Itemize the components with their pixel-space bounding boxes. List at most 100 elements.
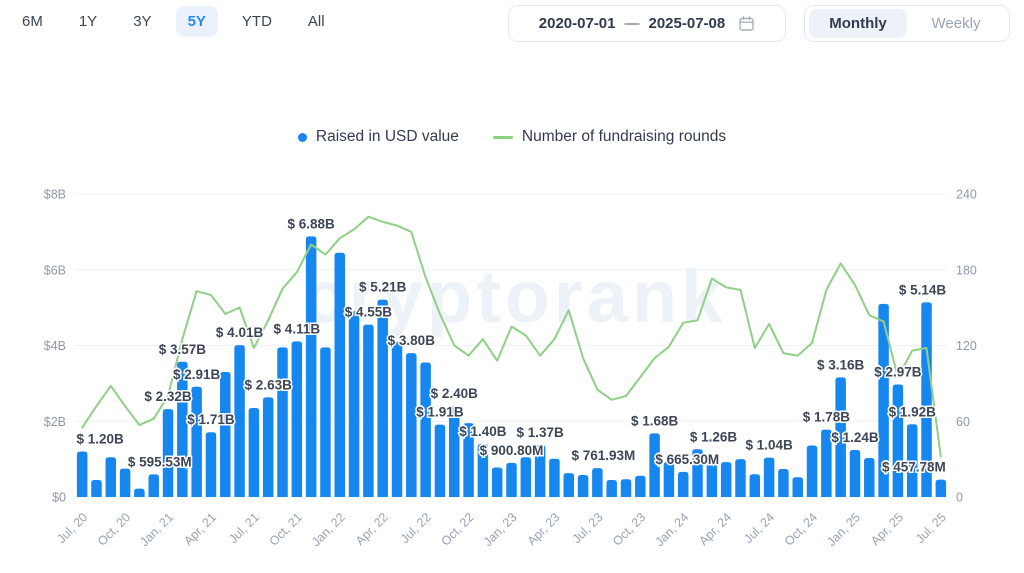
range-button-all[interactable]: All — [307, 13, 325, 30]
range-button-ytd[interactable]: YTD — [241, 13, 272, 30]
bar-2020-12[interactable] — [148, 474, 159, 497]
x-axis-tick: Apr, 22 — [353, 510, 391, 548]
bar-2024-04[interactable] — [720, 462, 732, 497]
x-axis-tick: Jul, 22 — [398, 510, 434, 546]
bar-2024-02[interactable] — [692, 449, 703, 497]
x-axis-tick: Oct, 23 — [610, 510, 648, 548]
legend-dot-icon — [297, 132, 307, 142]
range-button-3y[interactable]: 3Y — [133, 13, 152, 30]
bar-2023-02[interactable] — [520, 457, 532, 497]
bar-2025-01[interactable] — [849, 450, 861, 497]
bar-value-label: $ 1.24B — [831, 430, 879, 445]
bar-value-label: $ 3.16B — [817, 357, 865, 372]
bar-2023-12[interactable] — [663, 462, 675, 497]
bar-2022-11[interactable] — [477, 443, 489, 497]
bar-2020-07[interactable] — [76, 451, 88, 497]
bar-2021-06[interactable] — [234, 345, 245, 497]
bar-2024-10[interactable] — [806, 445, 818, 497]
bar-2024-07[interactable] — [763, 457, 775, 497]
x-axis-tick: Jul, 23 — [570, 510, 606, 546]
granularity-weekly[interactable]: Weekly — [931, 15, 981, 32]
bar-2021-04[interactable] — [205, 432, 217, 497]
bar-2022-07[interactable] — [420, 362, 431, 497]
bar-2024-01[interactable] — [677, 471, 689, 497]
svg-text:Jan, 22: Jan, 22 — [309, 510, 348, 549]
date-range-end: 2025-07-08 — [648, 15, 726, 32]
bar-2025-03[interactable] — [878, 303, 889, 497]
bar-2022-09[interactable] — [449, 406, 460, 497]
svg-text:Oct, 20: Oct, 20 — [95, 510, 133, 548]
bar-2023-04[interactable] — [549, 458, 560, 497]
bar-2021-09[interactable] — [277, 347, 288, 497]
svg-text:Oct, 23: Oct, 23 — [610, 510, 648, 548]
bar-2021-10[interactable] — [291, 341, 303, 497]
svg-text:Jul, 24: Jul, 24 — [741, 510, 777, 546]
bar-2022-08[interactable] — [434, 424, 446, 497]
y-axis-right-tick: 180 — [956, 263, 977, 277]
legend-item-raised[interactable]: Raised in USD value — [297, 128, 459, 146]
bar-2022-02[interactable] — [348, 311, 360, 497]
bar-2022-04[interactable] — [377, 299, 388, 497]
bar-2022-01[interactable] — [334, 252, 346, 497]
range-button-5y[interactable]: 5Y — [175, 6, 218, 37]
bar-2023-10[interactable] — [635, 475, 646, 497]
x-axis-tick: Jan, 24 — [652, 510, 691, 549]
bar-2022-03[interactable] — [363, 324, 374, 497]
fundraising-chart-canvas[interactable]: $0 0 $2B 60 $4B 120 $6B 180 $8B 240 cryptorank $ 1.… — [0, 170, 1024, 573]
bar-2021-07[interactable] — [248, 407, 260, 497]
date-range-picker[interactable]: 2020-07-01 — 2025-07-08 — [508, 5, 786, 42]
bar-2020-09[interactable] — [105, 457, 117, 497]
x-axis-tick: Apr, 23 — [525, 510, 563, 548]
bar-value-label: $ 2.91B — [173, 367, 221, 382]
bar-2023-05[interactable] — [563, 473, 574, 497]
bar-2025-04[interactable] — [892, 384, 904, 497]
svg-text:Oct, 21: Oct, 21 — [267, 510, 305, 548]
bar-2024-05[interactable] — [735, 459, 746, 497]
bar-2021-02[interactable] — [177, 361, 188, 497]
bar-2025-07[interactable] — [935, 479, 947, 497]
calendar-icon[interactable] — [738, 15, 755, 32]
bar-2024-11[interactable] — [821, 429, 832, 497]
bar-2024-06[interactable] — [749, 474, 761, 497]
bar-2024-12[interactable] — [835, 377, 846, 497]
bar-2023-06[interactable] — [577, 475, 589, 497]
bar-2021-03[interactable] — [191, 386, 202, 497]
bar-2025-05[interactable] — [906, 424, 918, 497]
bar-2024-08[interactable] — [778, 468, 789, 497]
bar-2023-08[interactable] — [606, 479, 617, 497]
bar-2020-08[interactable] — [91, 479, 102, 497]
x-axis-tick: Jan, 22 — [309, 510, 348, 549]
range-button-1y[interactable]: 1Y — [78, 13, 98, 30]
bar-2021-05[interactable] — [220, 372, 231, 497]
bar-value-label: $ 595.53M — [128, 454, 192, 469]
bar-2020-11[interactable] — [134, 488, 145, 497]
bar-2023-11[interactable] — [649, 433, 660, 497]
granularity-monthly[interactable]: Monthly — [809, 9, 907, 38]
bar-2020-10[interactable] — [119, 468, 131, 497]
bar-2023-09[interactable] — [620, 479, 632, 497]
bar-2024-09[interactable] — [792, 477, 803, 497]
bar-2022-05[interactable] — [391, 341, 403, 497]
chart-legend: Raised in USD value Number of fundraisin… — [0, 122, 1024, 152]
bar-2025-02[interactable] — [864, 457, 875, 497]
bar-2025-06[interactable] — [921, 302, 932, 497]
bar-2022-06[interactable] — [406, 353, 417, 497]
bar-2023-03[interactable] — [534, 445, 546, 497]
bar-2022-10[interactable] — [463, 423, 474, 497]
bar-value-label: $ 4.55B — [345, 305, 393, 320]
bar-value-label: $ 1.37B — [516, 425, 564, 440]
bar-2024-03[interactable] — [706, 464, 718, 497]
bar-2021-08[interactable] — [262, 397, 274, 497]
bar-2021-01[interactable] — [162, 409, 174, 497]
bar-2021-12[interactable] — [320, 347, 331, 497]
svg-text:Apr, 23: Apr, 23 — [525, 510, 563, 548]
bar-2021-11[interactable] — [305, 236, 317, 498]
bar-value-label: $ 761.93M — [571, 448, 635, 463]
bar-2022-12[interactable] — [491, 467, 503, 497]
legend-item-rounds[interactable]: Number of fundraising rounds — [492, 128, 726, 146]
bar-value-label: $ 2.32B — [144, 389, 192, 404]
bar-2023-07[interactable] — [592, 468, 603, 497]
rounds-line[interactable] — [81, 215, 942, 458]
range-button-6m[interactable]: 6M — [22, 13, 43, 30]
bar-2023-01[interactable] — [506, 462, 517, 497]
